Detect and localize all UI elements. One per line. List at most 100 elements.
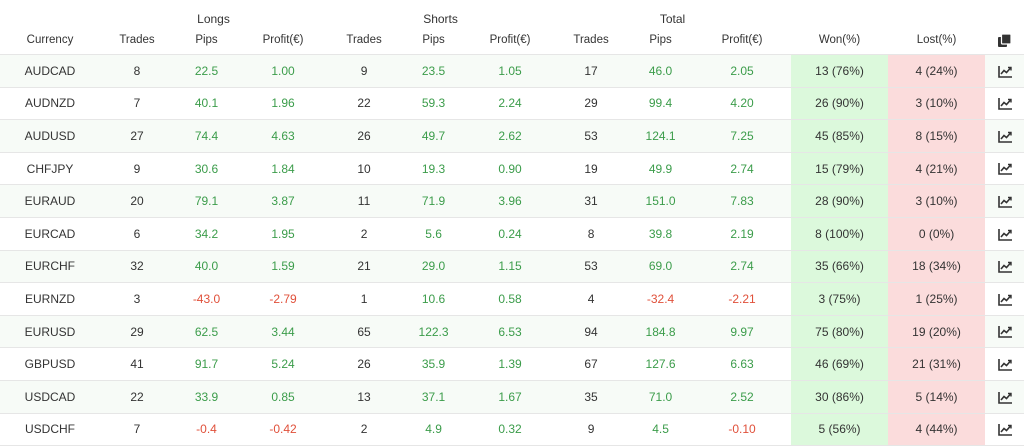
col-header-total-pips[interactable]: Pips xyxy=(628,26,694,55)
line-chart-icon[interactable] xyxy=(997,163,1012,176)
long-profit-cell: 3.87 xyxy=(239,184,328,218)
line-chart-icon[interactable] xyxy=(997,228,1012,241)
won-cell: 45 (85%) xyxy=(791,119,889,153)
row-chart-button[interactable] xyxy=(985,413,1024,446)
col-header-currency[interactable]: Currency xyxy=(0,26,100,55)
lost-cell: 5 (14%) xyxy=(888,380,986,414)
short-pips-cell: 122.3 xyxy=(401,315,467,349)
row-chart-button[interactable] xyxy=(985,250,1024,284)
row-chart-button[interactable] xyxy=(985,217,1024,251)
col-header-short-pips[interactable]: Pips xyxy=(401,26,467,55)
copy-icon[interactable] xyxy=(998,33,1012,47)
lost-cell: 4 (44%) xyxy=(888,413,986,446)
total-pips-cell: 69.0 xyxy=(628,250,694,284)
long-trades-cell: 32 xyxy=(100,250,174,284)
currency-cell: USDCAD xyxy=(0,380,100,414)
line-chart-icon[interactable] xyxy=(997,130,1012,143)
table-row: AUDNZD 7 40.1 1.96 22 59.3 2.24 29 99.4 … xyxy=(0,87,1024,121)
long-profit-cell: 1.96 xyxy=(239,87,328,121)
row-chart-button[interactable] xyxy=(985,184,1024,218)
long-pips-cell: -43.0 xyxy=(174,282,239,316)
short-profit-cell: 1.05 xyxy=(466,54,555,88)
total-trades-cell: 8 xyxy=(554,217,629,251)
short-trades-cell: 21 xyxy=(327,250,402,284)
col-header-short-profit[interactable]: Profit(€) xyxy=(466,26,555,55)
lost-cell: 1 (25%) xyxy=(888,282,986,316)
table-row: USDCHF 7 -0.4 -0.42 2 4.9 0.32 9 4.5 -0.… xyxy=(0,413,1024,446)
line-chart-icon[interactable] xyxy=(997,391,1012,404)
table-row: EURNZD 3 -43.0 -2.79 1 10.6 0.58 4 -32.4… xyxy=(0,282,1024,316)
total-pips-cell: 39.8 xyxy=(628,217,694,251)
line-chart-icon[interactable] xyxy=(997,98,1012,111)
line-chart-icon[interactable] xyxy=(997,424,1012,436)
total-trades-cell: 17 xyxy=(554,54,629,88)
line-chart-icon[interactable] xyxy=(997,196,1012,208)
line-chart-icon[interactable] xyxy=(997,65,1012,78)
col-header-won[interactable]: Won(%) xyxy=(791,26,889,55)
long-trades-cell: 6 xyxy=(100,217,174,251)
row-chart-button[interactable] xyxy=(985,347,1024,381)
currency-cell: CHFJPY xyxy=(0,152,100,186)
long-pips-cell: 62.5 xyxy=(174,315,239,349)
short-profit-cell: 1.67 xyxy=(466,380,555,414)
total-pips-cell: 184.8 xyxy=(628,315,694,349)
row-chart-button[interactable] xyxy=(985,87,1024,121)
table-row: USDCAD 22 33.9 0.85 13 37.1 1.67 35 71.0… xyxy=(0,380,1024,414)
won-cell: 8 (100%) xyxy=(791,217,889,251)
short-pips-cell: 35.9 xyxy=(401,347,467,381)
line-chart-icon[interactable] xyxy=(997,358,1012,371)
long-trades-cell: 3 xyxy=(100,282,174,316)
short-profit-cell: 2.62 xyxy=(466,119,555,153)
lost-cell: 4 (21%) xyxy=(888,152,986,186)
long-pips-cell: 91.7 xyxy=(174,347,239,381)
long-profit-cell: -2.79 xyxy=(239,282,328,316)
short-profit-cell: 1.15 xyxy=(466,250,555,284)
row-chart-button[interactable] xyxy=(985,282,1024,316)
col-header-long-profit[interactable]: Profit(€) xyxy=(239,26,328,55)
row-chart-button[interactable] xyxy=(985,380,1024,414)
currency-cell: AUDCAD xyxy=(0,54,100,88)
total-profit-cell: -2.21 xyxy=(693,282,792,316)
lost-cell: 3 (10%) xyxy=(888,87,986,121)
long-pips-cell: 34.2 xyxy=(174,217,239,251)
total-trades-cell: 4 xyxy=(554,282,629,316)
won-cell: 3 (75%) xyxy=(791,282,889,316)
won-cell: 15 (79%) xyxy=(791,152,889,186)
currency-cell: EURUSD xyxy=(0,315,100,349)
col-header-lost[interactable]: Lost(%) xyxy=(888,26,986,55)
table-row: EURCAD 6 34.2 1.95 2 5.6 0.24 8 39.8 2.1… xyxy=(0,217,1024,251)
long-trades-cell: 27 xyxy=(100,119,174,153)
long-trades-cell: 20 xyxy=(100,184,174,218)
col-header-total-trades[interactable]: Trades xyxy=(554,26,629,55)
long-trades-cell: 7 xyxy=(100,413,174,446)
short-profit-cell: 0.58 xyxy=(466,282,555,316)
line-chart-icon[interactable] xyxy=(997,326,1012,339)
row-chart-button[interactable] xyxy=(985,152,1024,186)
short-profit-cell: 1.39 xyxy=(466,347,555,381)
copy-button[interactable] xyxy=(985,26,1024,55)
row-chart-button[interactable] xyxy=(985,54,1024,88)
long-profit-cell: 3.44 xyxy=(239,315,328,349)
long-pips-cell: 40.0 xyxy=(174,250,239,284)
line-chart-icon[interactable] xyxy=(997,293,1012,306)
group-longs: Longs xyxy=(197,12,230,26)
col-header-long-trades[interactable]: Trades xyxy=(100,26,174,55)
group-header-row: Longs Shorts Total xyxy=(0,0,1024,26)
short-profit-cell: 0.32 xyxy=(466,413,555,446)
lost-cell: 8 (15%) xyxy=(888,119,986,153)
short-trades-cell: 65 xyxy=(327,315,402,349)
won-cell: 30 (86%) xyxy=(791,380,889,414)
col-header-long-pips[interactable]: Pips xyxy=(174,26,239,55)
row-chart-button[interactable] xyxy=(985,315,1024,349)
currency-cell: EURCHF xyxy=(0,250,100,284)
long-trades-cell: 7 xyxy=(100,87,174,121)
total-profit-cell: -0.10 xyxy=(693,413,792,446)
line-chart-icon[interactable] xyxy=(997,261,1012,273)
long-profit-cell: 0.85 xyxy=(239,380,328,414)
long-trades-cell: 29 xyxy=(100,315,174,349)
short-pips-cell: 19.3 xyxy=(401,152,467,186)
row-chart-button[interactable] xyxy=(985,119,1024,153)
col-header-total-profit[interactable]: Profit(€) xyxy=(693,26,792,55)
col-header-short-trades[interactable]: Trades xyxy=(327,26,402,55)
group-shorts: Shorts xyxy=(423,12,458,26)
